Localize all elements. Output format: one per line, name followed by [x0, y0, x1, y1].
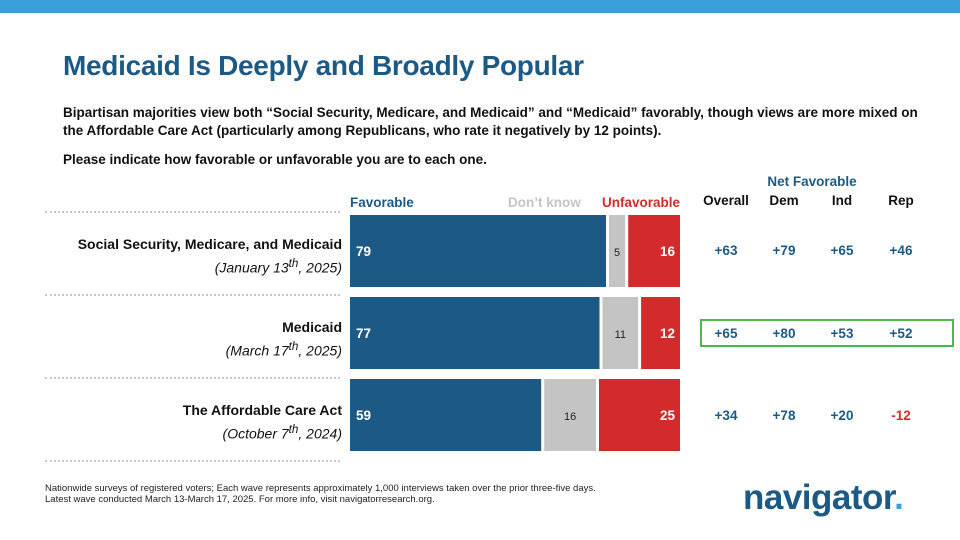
- col-header-overall: Overall: [703, 193, 749, 208]
- col-header-rep: Rep: [888, 193, 914, 208]
- page-title: Medicaid Is Deeply and Broadly Popular: [63, 50, 584, 81]
- bar-unfavorable: [599, 379, 680, 451]
- value-label-dont-know: 11: [615, 329, 626, 341]
- row-label-social-security: Social Security, Medicare, and Medicaid …: [78, 234, 342, 278]
- subtitle: Bipartisan majorities view both “Social …: [63, 105, 918, 138]
- row-name: Social Security, Medicare, and Medicaid: [77, 236, 342, 252]
- value-label-dont-know: 16: [564, 411, 576, 423]
- net-value: +63: [714, 243, 738, 258]
- net-value: +78: [772, 408, 796, 423]
- net-favorable-header: Net Favorable: [767, 174, 857, 189]
- bar-dont-know: [544, 379, 596, 451]
- bar-unfavorable: [641, 297, 680, 369]
- row-divider: [45, 211, 340, 213]
- net-value: +65: [714, 326, 738, 341]
- navigator-logo: navigator.: [743, 478, 904, 517]
- bar-dont-know: [602, 297, 639, 369]
- row-date: (March 17th, 2025): [225, 340, 342, 359]
- legend-unfavorable: Unfavorable: [602, 195, 681, 210]
- value-label-unfavorable: 12: [660, 326, 675, 341]
- bar-favorable: [350, 215, 606, 287]
- net-value: +79: [772, 243, 796, 258]
- value-label-unfavorable: 16: [660, 244, 676, 259]
- bar-unfavorable: [628, 215, 680, 287]
- net-value: +52: [889, 326, 913, 341]
- value-label-favorable: 77: [356, 326, 371, 341]
- legend-favorable: Favorable: [350, 195, 414, 210]
- net-value: +80: [772, 326, 796, 341]
- net-value: +65: [830, 243, 854, 258]
- value-label-favorable: 59: [356, 408, 371, 423]
- bar-favorable: [350, 297, 600, 369]
- row-divider: [45, 377, 340, 379]
- row-name: The Affordable Care Act: [182, 402, 342, 418]
- net-value-negative: -12: [891, 408, 911, 423]
- row-divider: [45, 460, 340, 462]
- net-value: +20: [830, 408, 854, 423]
- highlight-box: [700, 319, 954, 347]
- value-label-unfavorable: 25: [660, 408, 676, 423]
- row-date: (January 13th, 2025): [214, 257, 342, 276]
- row-label-medicaid: Medicaid (March 17th, 2025): [226, 317, 342, 361]
- net-value: +53: [830, 326, 854, 341]
- footnote-line: Latest wave conducted March 13-March 17,…: [45, 494, 435, 505]
- value-label-favorable: 79: [356, 244, 371, 259]
- question-text: Please indicate how favorable or unfavor…: [63, 152, 487, 167]
- row-name: Medicaid: [282, 319, 342, 335]
- net-value: +46: [889, 243, 913, 258]
- row-label-aca: The Affordable Care Act (October 7th, 20…: [183, 400, 342, 444]
- row-date: (October 7th, 2024): [222, 423, 342, 442]
- col-header-dem: Dem: [769, 193, 799, 208]
- top-accent-bar: [0, 0, 960, 13]
- row-divider: [45, 294, 340, 296]
- footnote-line: Nationwide surveys of registered voters;…: [45, 483, 596, 494]
- bar-favorable: [350, 379, 542, 451]
- net-value: +34: [714, 408, 738, 423]
- bar-dont-know: [609, 215, 626, 287]
- col-header-ind: Ind: [831, 193, 853, 208]
- legend-dont-know: Don’t know: [508, 195, 581, 210]
- value-label-dont-know: 5: [614, 247, 620, 259]
- footnote: Nationwide surveys of registered voters;…: [45, 483, 596, 505]
